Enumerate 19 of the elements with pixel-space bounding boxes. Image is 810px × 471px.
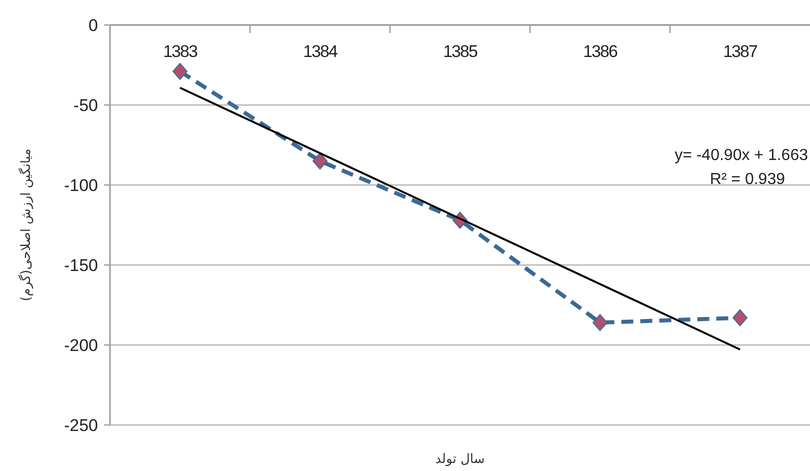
y-tick-label: 0: [88, 16, 98, 35]
point: [592, 314, 608, 332]
annotation: R² = 0.939: [710, 171, 786, 188]
y-axis-title: میانگین ارزش اصلاحی(گرم): [18, 148, 34, 302]
x-tick-label: 1385: [443, 42, 478, 61]
y-tick-label: -100: [64, 176, 98, 195]
x-tick-label: 1384: [303, 42, 338, 61]
y-tick-label: -150: [64, 256, 98, 275]
x-tick-label: 1386: [583, 42, 618, 61]
y-tick-label: -250: [64, 416, 98, 435]
y-tick-label: -200: [64, 336, 98, 355]
y-tick-label: -50: [73, 96, 98, 115]
annotation: y= -40.90x + 1.663: [674, 147, 808, 164]
x-tick-label: 1387: [723, 42, 758, 61]
point: [312, 152, 328, 170]
x-tick-label: 1383: [163, 42, 198, 61]
point: [172, 62, 188, 80]
x-axis-title: سال تولد: [435, 452, 485, 467]
point: [732, 309, 748, 326]
